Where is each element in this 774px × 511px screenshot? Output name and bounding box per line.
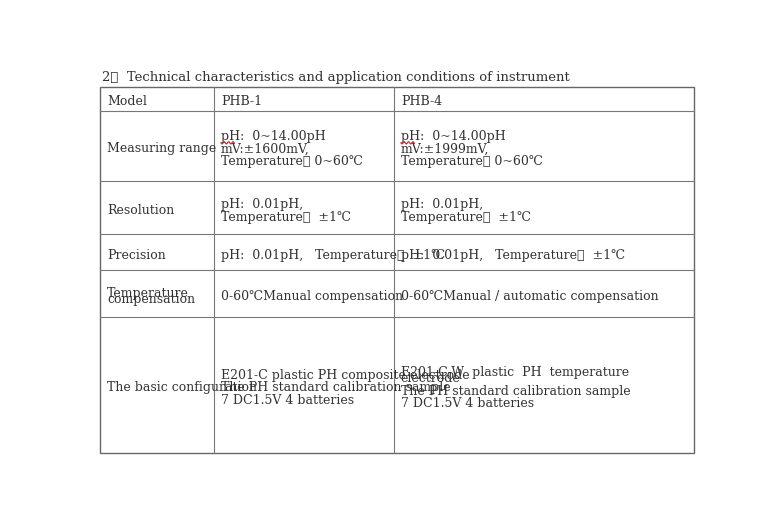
Text: pH:  0~14.00pH: pH: 0~14.00pH	[221, 130, 326, 143]
Text: pH:  0.01pH,   Temperature：  ±1℃: pH: 0.01pH, Temperature： ±1℃	[221, 249, 445, 262]
Text: pH:  0.01pH,: pH: 0.01pH,	[401, 198, 483, 211]
Text: Temperature： 0~60℃: Temperature： 0~60℃	[221, 155, 363, 168]
Text: Precision: Precision	[107, 249, 166, 262]
Text: 2，  Technical characteristics and application conditions of instrument: 2， Technical characteristics and applica…	[101, 71, 570, 84]
Text: 7 DC1.5V 4 batteries: 7 DC1.5V 4 batteries	[221, 394, 354, 407]
Text: Temperature：  ±1℃: Temperature： ±1℃	[221, 211, 351, 224]
Text: The basic configuration: The basic configuration	[107, 382, 257, 394]
Text: E201-C plastic PH composite electrode: E201-C plastic PH composite electrode	[221, 369, 470, 382]
Text: pH:  0.01pH,   Temperature：  ±1℃: pH: 0.01pH, Temperature： ±1℃	[401, 249, 625, 262]
Text: Temperature：  ±1℃: Temperature： ±1℃	[401, 211, 531, 224]
Text: 0-60℃Manual / automatic compensation: 0-60℃Manual / automatic compensation	[401, 290, 659, 303]
Text: Temperature: Temperature	[107, 287, 189, 299]
Text: The PH standard calibration sample: The PH standard calibration sample	[401, 385, 631, 398]
Text: pH:  0~14.00pH: pH: 0~14.00pH	[401, 130, 505, 143]
Text: mV:±1999mV,: mV:±1999mV,	[401, 143, 489, 155]
Text: mV:±1600mV,: mV:±1600mV,	[221, 143, 310, 155]
Text: Model: Model	[107, 95, 147, 108]
Text: pH:  0.01pH,: pH: 0.01pH,	[221, 198, 303, 211]
Text: The PH standard calibration sample: The PH standard calibration sample	[221, 382, 450, 394]
Text: Measuring range: Measuring range	[107, 143, 216, 155]
Text: PHB-4: PHB-4	[401, 95, 442, 108]
Text: compensation: compensation	[107, 293, 195, 307]
Text: E201-C-W  plastic  PH  temperature: E201-C-W plastic PH temperature	[401, 365, 629, 379]
Text: PHB-1: PHB-1	[221, 95, 262, 108]
Text: Resolution: Resolution	[107, 204, 174, 217]
Text: 7 DC1.5V 4 batteries: 7 DC1.5V 4 batteries	[401, 398, 534, 410]
Text: Temperature： 0~60℃: Temperature： 0~60℃	[401, 155, 543, 168]
Text: electrode: electrode	[401, 373, 461, 385]
Text: 0-60℃Manual compensation: 0-60℃Manual compensation	[221, 290, 403, 303]
